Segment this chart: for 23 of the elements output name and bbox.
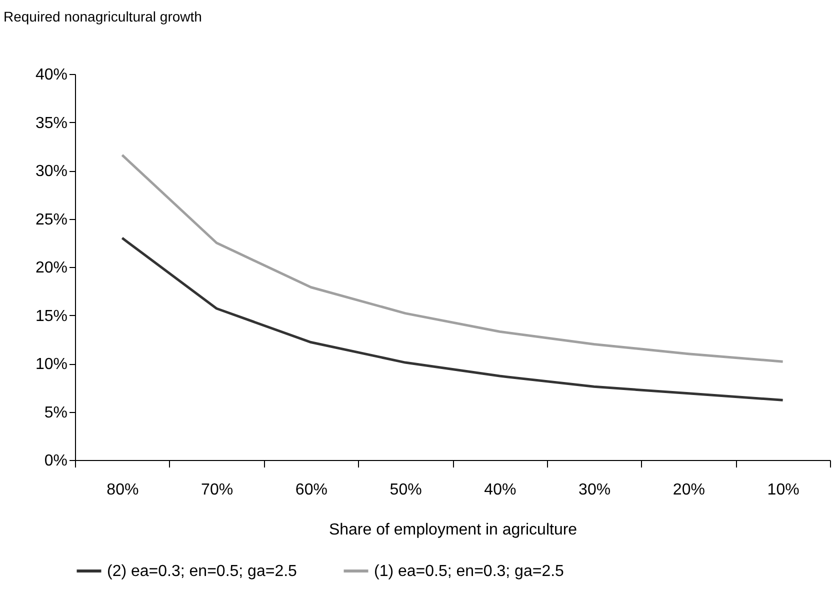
x-tick-label: 40% <box>484 482 516 498</box>
legend-label: (2) ea=0.3; en=0.5; ga=2.5 <box>107 563 298 580</box>
y-tick-label: 35% <box>35 114 68 132</box>
x-axis-title: Share of employment in agriculture <box>328 522 578 538</box>
y-tick-label: 20% <box>35 260 68 276</box>
x-tick-label: 60% <box>295 482 328 498</box>
line-series <box>120 154 784 363</box>
x-tick-label: 20% <box>672 482 705 498</box>
y-tick-label: 25% <box>35 211 68 228</box>
y-tick-label: 30% <box>35 163 68 180</box>
x-tick-label: 50% <box>390 482 422 498</box>
x-tick-label: 10% <box>767 482 800 498</box>
y-tick-label: 40% <box>35 66 68 84</box>
y-tick-label: 0% <box>44 452 68 470</box>
y-tick-label: 5% <box>44 404 68 422</box>
y-tick-label: 10% <box>35 356 68 373</box>
y-tick-label: 15% <box>35 308 68 325</box>
x-tick-label: 80% <box>106 482 139 498</box>
legend-label: (1) ea=0.5; en=0.3; ga=2.5 <box>374 563 564 580</box>
x-tick-label: 70% <box>201 482 234 498</box>
line-series <box>120 236 784 402</box>
y-axis-title: Required nonagricultural growth <box>4 8 202 24</box>
x-tick-label: 30% <box>578 482 611 498</box>
